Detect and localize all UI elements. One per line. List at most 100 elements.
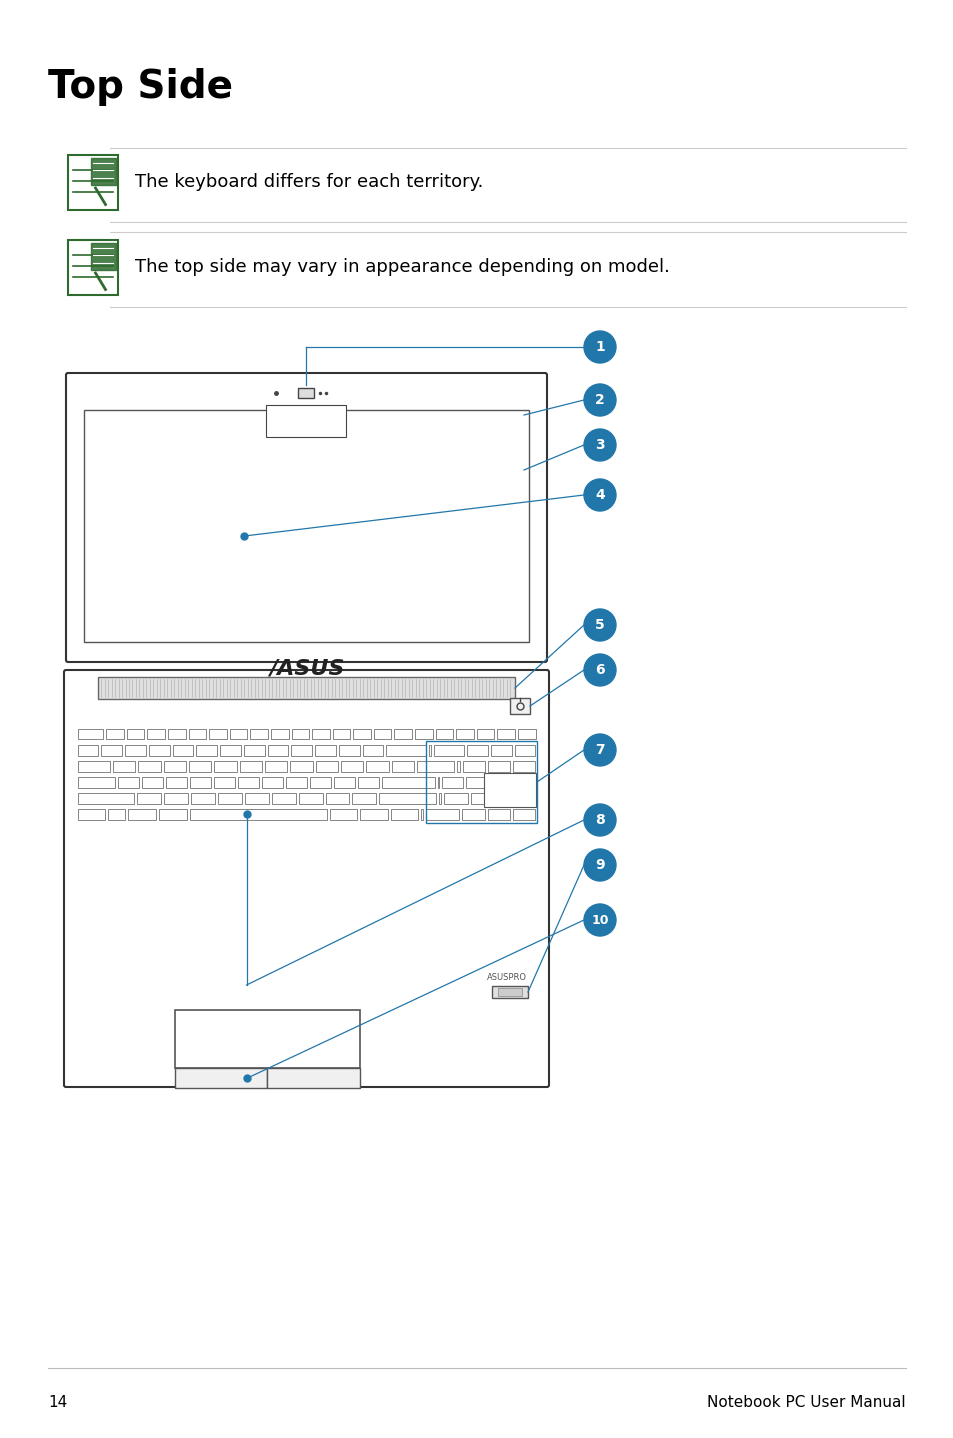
Text: The top side may vary in appearance depending on model.: The top side may vary in appearance depe… xyxy=(135,257,669,276)
Bar xyxy=(149,745,170,755)
Bar xyxy=(513,808,535,820)
Bar xyxy=(98,677,515,699)
Bar xyxy=(510,697,530,715)
Bar xyxy=(266,406,346,437)
Bar xyxy=(415,729,432,739)
Text: 4: 4 xyxy=(595,487,604,502)
Bar xyxy=(358,777,379,788)
Circle shape xyxy=(583,654,616,686)
Circle shape xyxy=(583,905,616,936)
Bar xyxy=(77,761,110,772)
Bar xyxy=(487,761,510,772)
Polygon shape xyxy=(91,243,115,270)
Text: 7: 7 xyxy=(595,743,604,756)
Bar xyxy=(476,729,494,739)
Bar xyxy=(457,761,459,772)
Bar xyxy=(298,792,322,804)
Bar xyxy=(517,729,535,739)
Bar xyxy=(101,745,122,755)
Bar xyxy=(190,808,326,820)
Bar xyxy=(136,792,161,804)
Bar xyxy=(483,774,536,807)
Bar xyxy=(330,808,356,820)
Bar xyxy=(436,729,453,739)
Bar xyxy=(487,808,510,820)
Bar xyxy=(426,808,458,820)
Bar xyxy=(366,761,388,772)
Bar xyxy=(129,808,156,820)
Bar xyxy=(426,741,537,823)
Text: 5: 5 xyxy=(595,618,604,631)
Bar xyxy=(471,792,495,804)
Bar xyxy=(438,792,440,804)
Bar xyxy=(434,745,464,755)
Bar xyxy=(492,986,527,998)
Bar xyxy=(148,729,165,739)
Bar xyxy=(77,745,98,755)
Circle shape xyxy=(583,804,616,835)
Bar xyxy=(168,729,186,739)
Text: /ASUS: /ASUS xyxy=(269,659,344,677)
Bar xyxy=(196,745,217,755)
Bar xyxy=(164,792,188,804)
Bar xyxy=(429,745,431,755)
Bar xyxy=(335,777,355,788)
Bar xyxy=(290,761,313,772)
Bar xyxy=(437,777,439,788)
Bar xyxy=(108,808,125,820)
Bar xyxy=(244,792,269,804)
Bar xyxy=(466,777,487,788)
FancyBboxPatch shape xyxy=(64,670,548,1087)
Bar xyxy=(314,745,335,755)
Bar xyxy=(491,745,511,755)
Text: ASUSPRO: ASUSPRO xyxy=(486,974,526,982)
Bar xyxy=(191,792,214,804)
Circle shape xyxy=(583,733,616,766)
Bar xyxy=(174,1068,267,1089)
Text: Top Side: Top Side xyxy=(48,68,233,106)
Bar xyxy=(166,777,187,788)
Bar xyxy=(209,729,227,739)
Bar xyxy=(421,808,423,820)
Bar xyxy=(362,745,383,755)
Bar xyxy=(353,729,371,739)
Bar xyxy=(272,792,295,804)
Bar xyxy=(77,729,103,739)
Text: 2: 2 xyxy=(595,393,604,407)
Bar xyxy=(315,761,337,772)
Bar xyxy=(456,729,474,739)
Text: 3: 3 xyxy=(595,439,604,452)
Bar xyxy=(444,792,468,804)
Bar xyxy=(230,729,247,739)
Bar xyxy=(138,761,160,772)
Bar xyxy=(84,410,529,641)
Bar xyxy=(462,761,484,772)
Bar xyxy=(68,155,118,210)
FancyBboxPatch shape xyxy=(66,372,546,661)
Text: 8: 8 xyxy=(595,812,604,827)
Bar xyxy=(265,761,287,772)
Bar xyxy=(379,792,436,804)
Text: 6: 6 xyxy=(595,663,604,677)
Text: 9: 9 xyxy=(595,858,604,871)
Bar xyxy=(142,777,163,788)
Bar xyxy=(513,761,535,772)
Bar xyxy=(374,729,391,739)
Bar xyxy=(312,729,330,739)
Bar xyxy=(77,808,105,820)
Bar xyxy=(497,988,521,997)
Text: 10: 10 xyxy=(591,913,608,926)
Bar xyxy=(271,729,288,739)
Bar xyxy=(159,808,187,820)
Bar xyxy=(172,745,193,755)
Bar xyxy=(442,777,463,788)
Bar xyxy=(391,761,414,772)
Bar xyxy=(125,745,146,755)
Bar xyxy=(515,745,535,755)
Bar xyxy=(298,388,314,398)
Bar xyxy=(497,792,535,804)
Bar xyxy=(391,808,418,820)
Bar xyxy=(352,792,376,804)
Bar xyxy=(291,745,312,755)
Bar xyxy=(77,792,133,804)
